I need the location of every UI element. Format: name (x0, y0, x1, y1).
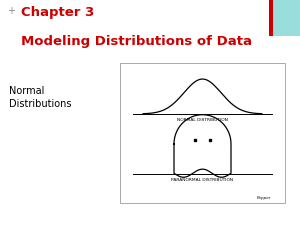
Text: NORMAL DISTRIBUTION: NORMAL DISTRIBUTION (177, 118, 228, 122)
FancyBboxPatch shape (120, 63, 285, 202)
Text: Chapter 3: Chapter 3 (21, 6, 94, 19)
Text: Normal
Distributions: Normal Distributions (9, 86, 71, 109)
Text: PARANORMAL DISTRIBUTION: PARANORMAL DISTRIBUTION (171, 178, 234, 182)
Text: +: + (8, 6, 16, 16)
Text: Modeling Distributions of Data: Modeling Distributions of Data (21, 35, 252, 48)
FancyBboxPatch shape (273, 0, 300, 36)
FancyBboxPatch shape (268, 0, 273, 36)
Text: Pepper: Pepper (257, 196, 272, 200)
